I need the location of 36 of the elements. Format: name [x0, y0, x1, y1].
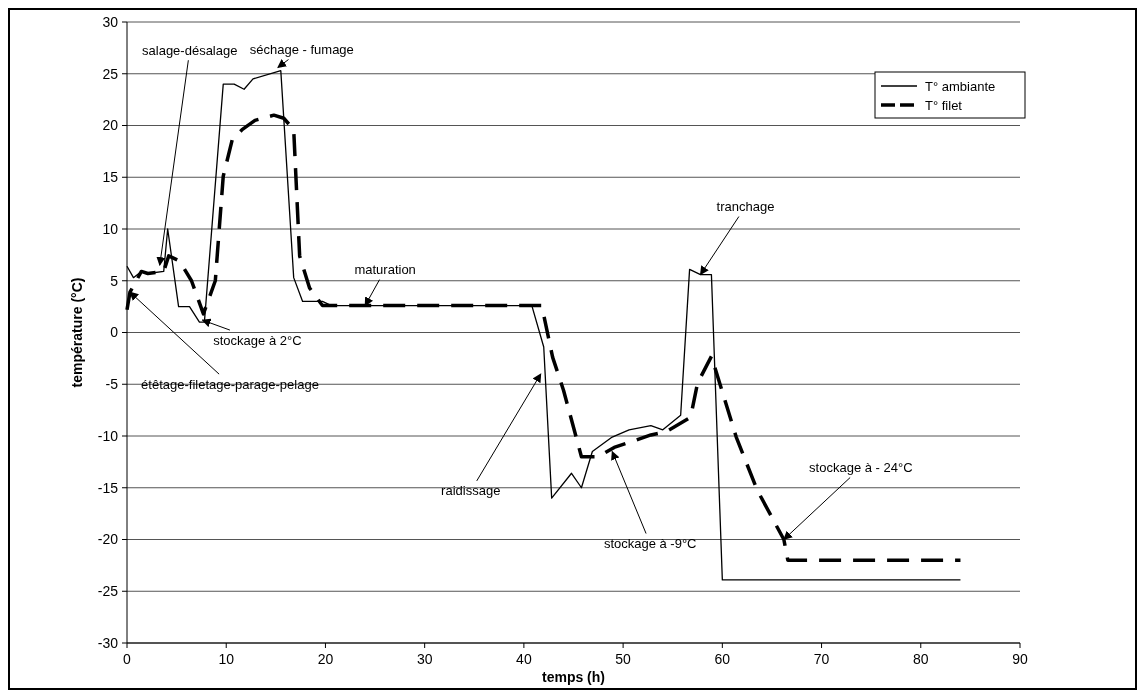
annotation: maturation — [354, 262, 416, 278]
x-tick-label: 10 — [218, 651, 235, 667]
y-tick-label: -25 — [97, 583, 119, 600]
y-tick-label: -10 — [97, 427, 119, 444]
y-tick-label: 20 — [102, 117, 119, 134]
annotation: tranchage — [716, 199, 775, 215]
legend-label: T° filet — [925, 97, 963, 113]
x-tick-label: 80 — [912, 651, 929, 667]
legend-label: T° ambiante — [925, 78, 996, 94]
y-tick-label: 0 — [110, 324, 119, 341]
y-tick-label: 10 — [102, 220, 119, 237]
y-tick-label: -20 — [97, 531, 119, 548]
y-tick-label: 30 — [102, 13, 119, 30]
y-tick-label: 15 — [102, 169, 119, 186]
x-tick-label: 40 — [516, 651, 532, 667]
y-tick-label: -15 — [97, 479, 119, 496]
annotation: stockage à - 24°C — [809, 460, 913, 476]
x-tick-label: 0 — [123, 651, 132, 667]
y-tick-label: -30 — [97, 634, 119, 651]
x-axis-title: temps (h) — [542, 669, 605, 685]
x-tick-label: 70 — [813, 651, 830, 667]
annotation: raidissage — [441, 483, 501, 499]
y-tick-label: -5 — [105, 376, 119, 393]
y-tick-label: 25 — [102, 65, 119, 82]
x-tick-label: 20 — [317, 651, 334, 667]
y-axis-title: température (°C) — [69, 277, 85, 388]
x-tick-label: 30 — [416, 651, 433, 667]
y-tick-label: 5 — [110, 272, 119, 289]
annotation: stockage à -9°C — [603, 536, 697, 552]
x-tick-label: 60 — [714, 651, 731, 667]
x-tick-label: 50 — [615, 651, 632, 667]
annotation: salage-désalage — [142, 42, 238, 58]
annotation: étêtage-filetage-parage-pelage — [141, 376, 319, 392]
x-tick-label: 90 — [1012, 651, 1028, 667]
annotation: séchage - fumage — [249, 42, 354, 58]
annotation: stockage à 2°C — [213, 332, 302, 348]
